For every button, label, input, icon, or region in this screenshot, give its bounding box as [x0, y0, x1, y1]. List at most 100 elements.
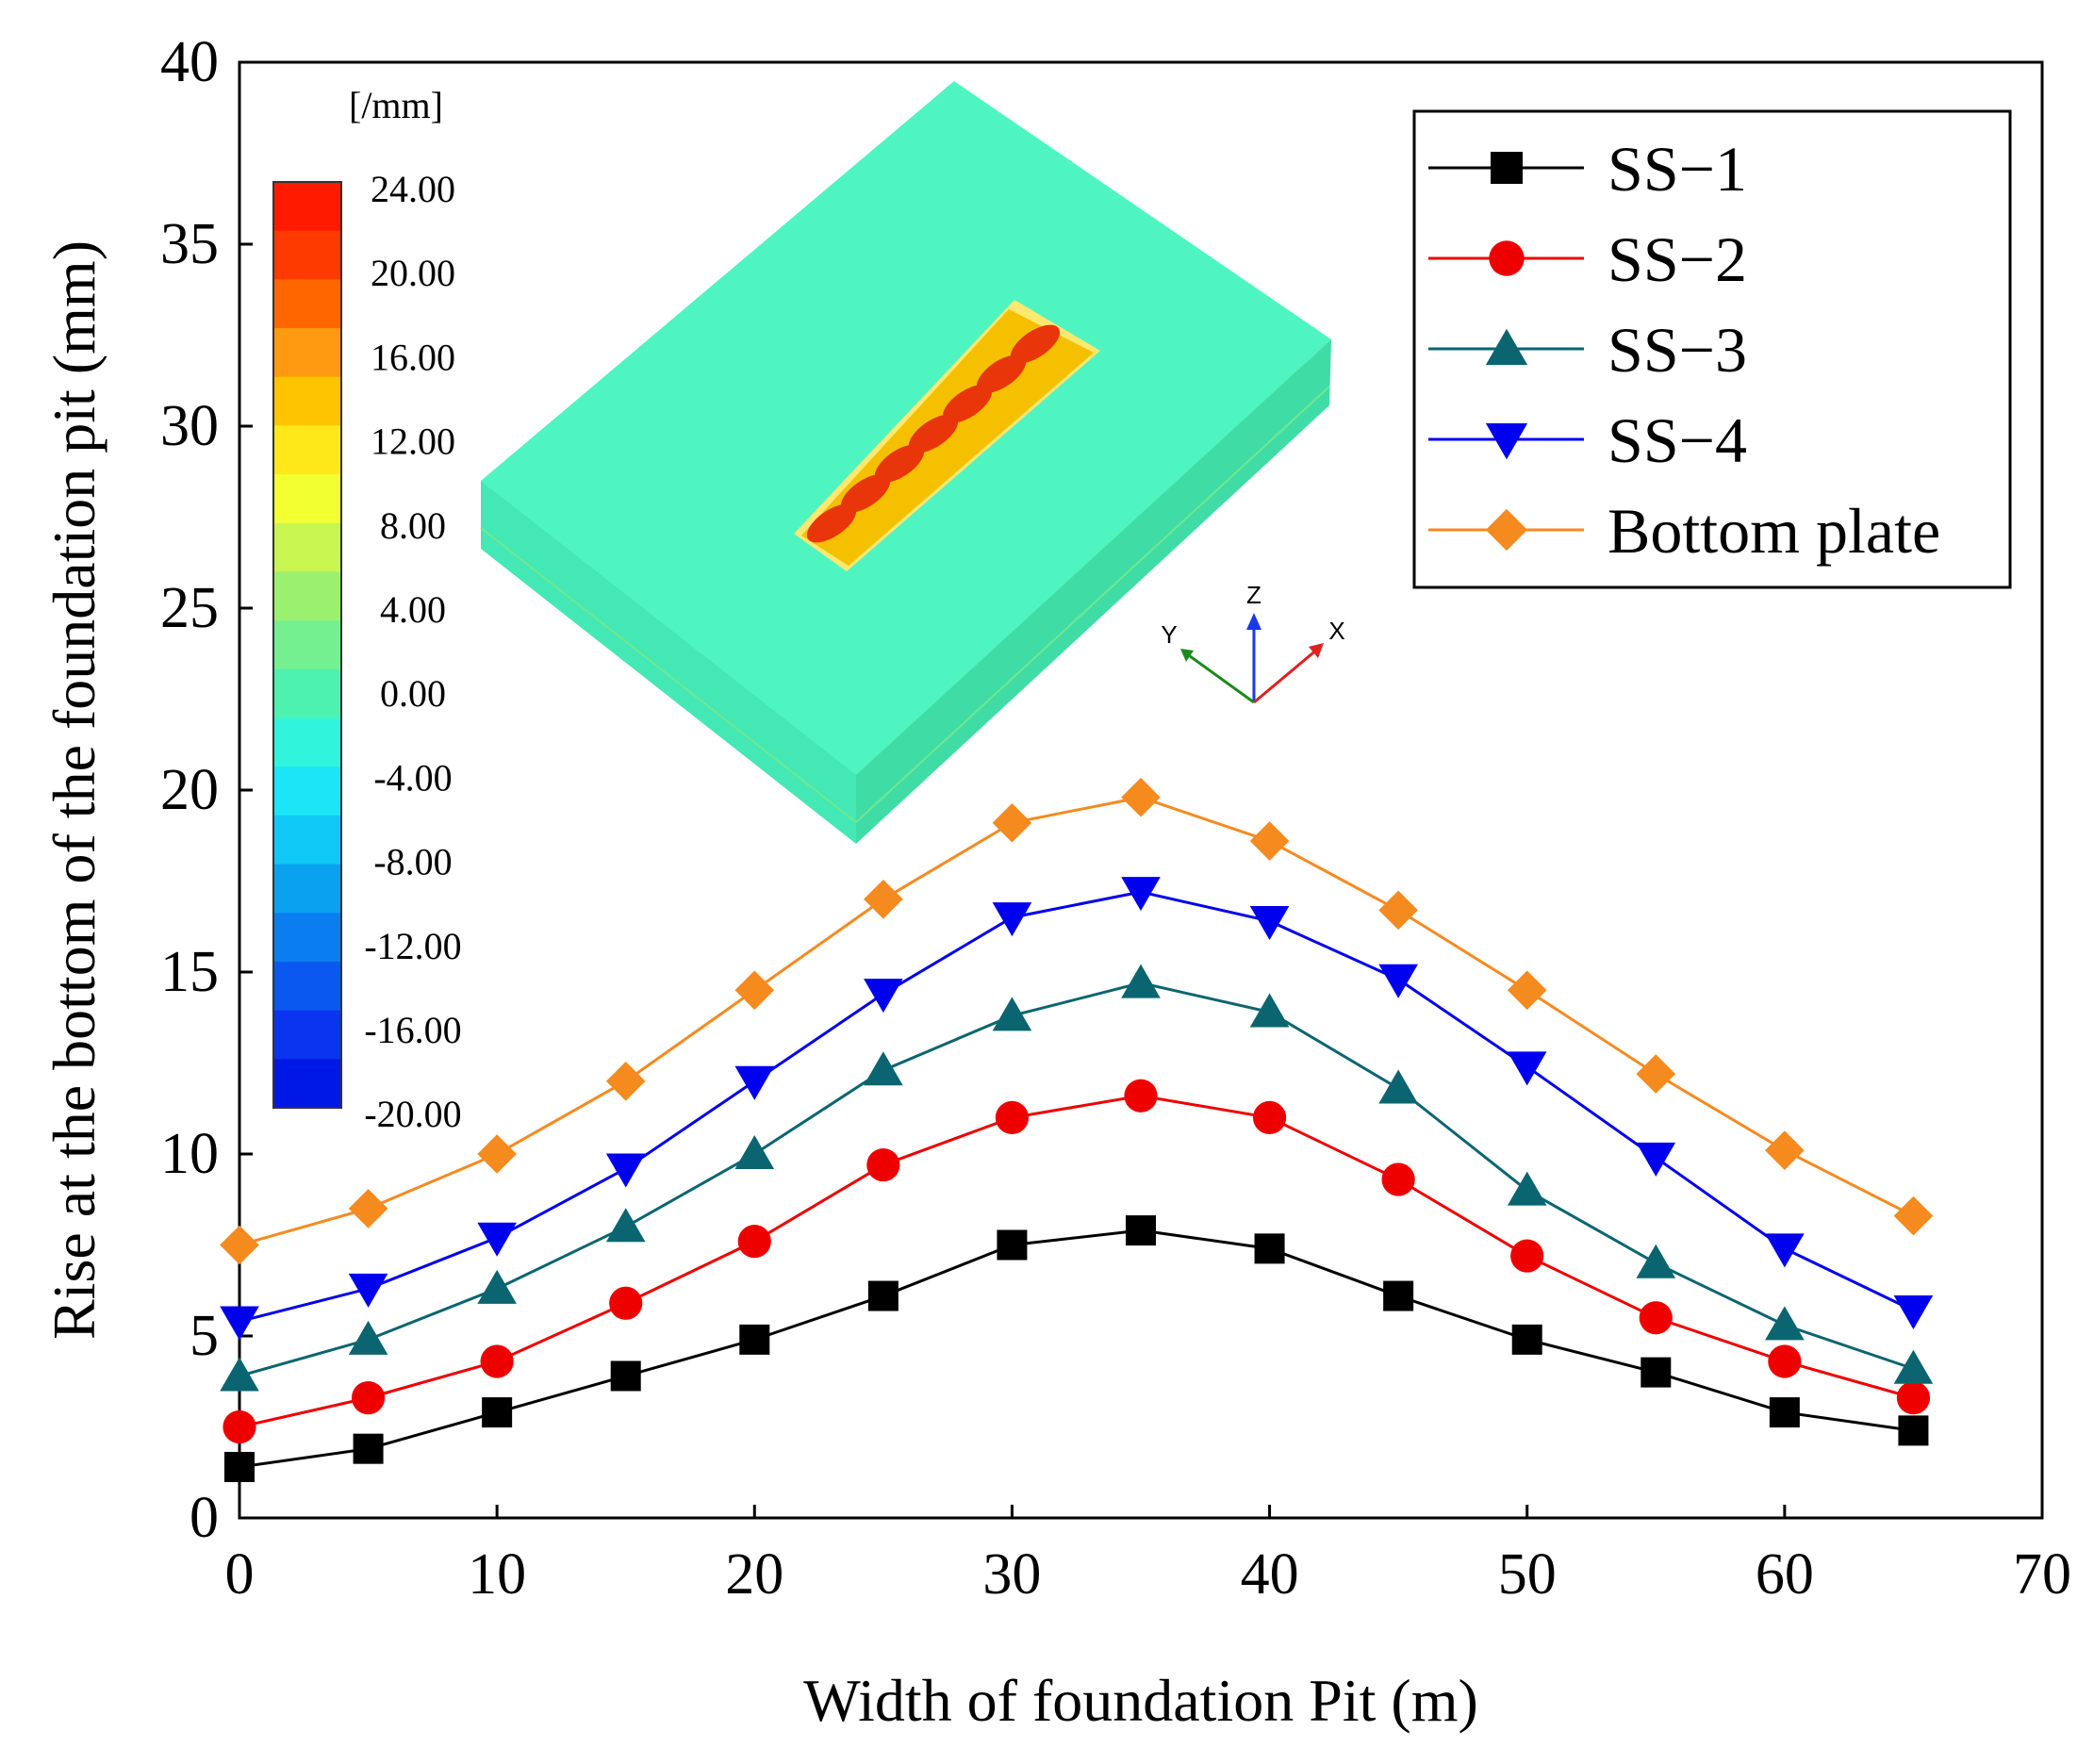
y-tick-label: 0	[190, 1486, 219, 1550]
data-point	[864, 1051, 903, 1086]
data-point	[1765, 1306, 1805, 1341]
legend-label: SS−4	[1608, 404, 1747, 476]
colorbar-swatch	[273, 815, 341, 866]
colorbar-tick-label: -20.00	[364, 1093, 461, 1135]
model-right-face	[856, 339, 1331, 844]
colorbar-tick-label: 20.00	[371, 252, 455, 294]
data-point	[995, 1100, 1030, 1134]
data-point	[1507, 970, 1547, 1011]
data-point	[1636, 1244, 1676, 1278]
colorbar-swatch	[273, 522, 341, 573]
data-point	[351, 1381, 386, 1415]
x-tick-label: 40	[1241, 1542, 1299, 1607]
data-point	[1254, 1233, 1285, 1264]
data-point	[1381, 1162, 1415, 1196]
inset-axis-triad: Z X Y	[1161, 581, 1345, 704]
colorbar-swatch	[273, 913, 341, 963]
series-ss-2	[223, 1079, 1931, 1444]
series-ss-3	[220, 964, 1934, 1392]
pit-heave-spot	[908, 414, 959, 453]
data-series	[220, 777, 1934, 1482]
data-point	[992, 997, 1032, 1031]
series-line	[239, 1094, 1914, 1428]
y-tick-label: 40	[160, 30, 219, 94]
data-point	[1485, 508, 1528, 552]
x-axis-letter: X	[1328, 617, 1344, 645]
pit-heave-spot	[874, 444, 925, 484]
colorbar-swatch	[273, 230, 341, 280]
data-point	[1378, 890, 1418, 931]
colorbar-swatch	[273, 279, 341, 329]
data-point	[1249, 821, 1290, 861]
colorbar-swatch	[273, 1059, 341, 1109]
model-front-face	[481, 481, 856, 844]
series-line	[239, 1228, 1914, 1469]
data-point	[1636, 1054, 1676, 1094]
legend-label: SS−2	[1608, 223, 1747, 295]
data-point	[864, 979, 903, 1014]
data-point	[605, 1153, 646, 1188]
data-point	[734, 970, 775, 1011]
colorbar-swatch	[273, 1010, 341, 1060]
series-bottom-plate	[220, 777, 1934, 1265]
data-point	[992, 902, 1032, 937]
y-tick-label: 15	[160, 940, 219, 1004]
pit-heave-spot	[976, 354, 1027, 394]
data-point	[1893, 1349, 1934, 1384]
colorbar-swatch	[273, 571, 341, 621]
x-axis-title: Width of foundation Pit (m)	[803, 1667, 1478, 1734]
data-point	[482, 1397, 513, 1428]
data-point	[605, 1062, 646, 1101]
y-tick-label: 30	[160, 394, 219, 458]
data-point	[1249, 993, 1290, 1028]
colorbar-swatch	[273, 474, 341, 524]
inset-colorbar	[272, 181, 342, 1109]
x-tick-label: 30	[982, 1542, 1041, 1607]
data-point	[867, 1280, 899, 1311]
legend-label: SS−3	[1608, 314, 1747, 386]
data-point	[864, 880, 903, 919]
data-point	[609, 1286, 643, 1320]
y-tick-label: 20	[160, 758, 219, 822]
series-line	[239, 890, 1915, 1324]
colorbar-tick-label: -4.00	[373, 756, 452, 799]
x-tick-label: 60	[1756, 1542, 1814, 1607]
x-tick-label: 50	[1498, 1542, 1557, 1607]
pit-heave-spot	[806, 503, 857, 543]
data-point	[1124, 1079, 1158, 1113]
y-tick-label: 10	[160, 1122, 219, 1186]
y-axis-title: Rise at the bottom of the foundation pit…	[41, 240, 107, 1340]
x-tick-label: 70	[2013, 1542, 2071, 1607]
data-point	[220, 1357, 259, 1392]
data-point	[1768, 1344, 1802, 1378]
colorbar-tick-label: 16.00	[371, 336, 455, 378]
data-point	[1485, 328, 1528, 365]
data-point	[1491, 152, 1523, 184]
x-axis-arrowhead	[1309, 643, 1324, 658]
inset-model-figure: 24.00 20.00 16.00 12.00 8.00 4.00 0.00 -4.00 -8.…	[272, 81, 1345, 1135]
y-axis-ticks: 0 5 10 15 20 25 30 35 40	[160, 30, 253, 1550]
colorbar-swatch	[273, 620, 341, 670]
y-axis-arrowhead	[1180, 649, 1194, 662]
data-point	[1765, 1233, 1805, 1268]
data-point	[734, 1065, 775, 1100]
x-tick-label: 20	[725, 1542, 783, 1607]
x-axis-arrow	[1253, 647, 1319, 704]
data-point	[348, 1320, 388, 1355]
data-point	[348, 1189, 388, 1228]
legend: SS−1 SS−2 SS−3 SS−4 Bottom plate	[1412, 109, 2012, 589]
pit-heave-spot	[942, 384, 993, 423]
data-point	[1510, 1239, 1544, 1273]
y-tick-label: 25	[160, 576, 219, 640]
colorbar-swatch	[273, 182, 341, 232]
pit-heave-spots	[806, 324, 1061, 543]
data-point	[734, 1135, 775, 1169]
data-point	[477, 1134, 517, 1174]
legend-label: Bottom plate	[1608, 495, 1940, 567]
colorbar-swatch	[273, 376, 341, 427]
colorbar-frame	[272, 181, 342, 1109]
colorbar-swatch	[273, 668, 341, 719]
colorbar-tick-label: 12.00	[371, 420, 455, 463]
colorbar-tick-label: 4.00	[380, 588, 446, 631]
